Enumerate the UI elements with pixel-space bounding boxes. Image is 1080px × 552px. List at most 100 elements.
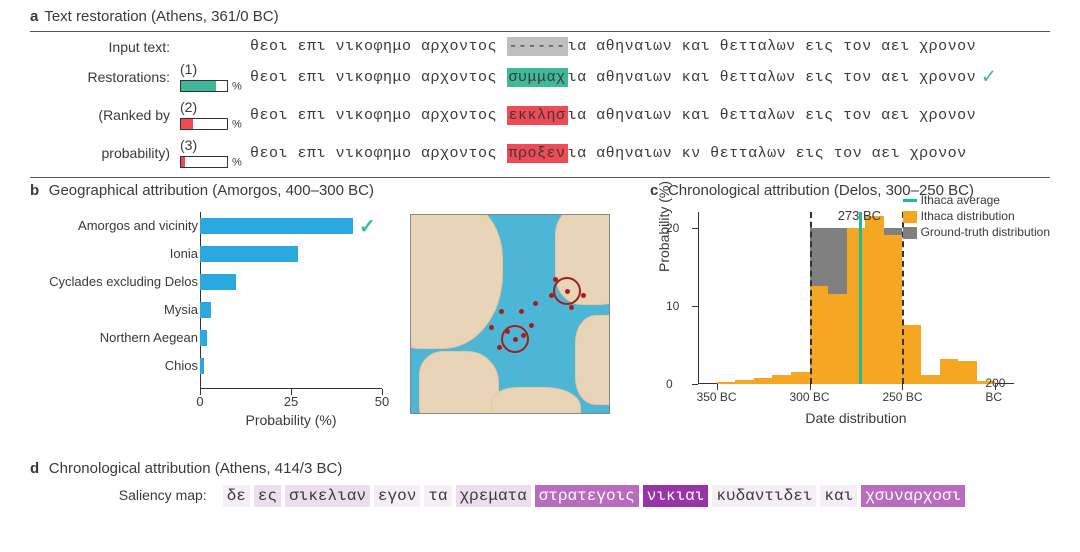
restoration-rank: (2) % [180,99,250,131]
ithaca-bar [921,375,940,384]
panel-a: a Text restoration (Athens, 361/0 BC) In… [30,8,1050,178]
check-icon: ✓ [359,214,376,239]
ytick-label: 0 [666,377,673,391]
panel-a-label: a [30,8,38,25]
saliency-token: τα [424,485,451,507]
map-land [491,387,581,414]
ithaca-bar [754,378,773,384]
ithaca-bar [791,372,810,385]
panel-b-title: Geographical attribution (Amorgos, 400–3… [49,182,374,199]
restoration-row-label: (Ranked by [30,107,180,123]
ithaca-bar [810,286,829,384]
panel-a-title: Text restoration (Athens, 361/0 BC) [44,8,278,25]
restoration-greek: θεοι επι νικοφημο αρχοντος συμμαχια αθην… [250,64,1040,90]
xtick-label: 350 BC [697,390,737,404]
panel-d-saliency: Saliency map:δεεςσικελιανεγονταχρεματαστ… [30,485,1050,507]
restoration-row-label: Restorations: [30,69,180,85]
legend-ithaca: Ithaca distribution [903,208,1050,224]
map-dot [497,345,502,350]
geo-bar [200,274,236,290]
xtick-label: 300 BC [790,390,830,404]
saliency-token: σικελιαν [285,485,370,507]
panel-b-chart: Probability (%) Amorgos and vicinity✓Ion… [30,212,398,412]
ithaca-bar [772,375,791,384]
avg-annotation: 273 BC [838,208,881,223]
panel-b-xaxis-label: Probability (%) [200,412,382,428]
map-dot [489,325,494,330]
saliency-label: Saliency map: [115,485,211,505]
map-ring [553,277,581,305]
panel-a-header: a Text restoration (Athens, 361/0 BC) [30,8,1050,25]
legend-ithaca-swatch [903,211,917,223]
ithaca-bar [735,380,754,384]
geo-category-label: Cyclades excluding Delos [49,274,198,289]
restoration-rank: (3) % [180,137,250,169]
saliency-token: εγον [374,485,420,507]
dash-line [810,212,812,384]
geo-category-label: Chios [165,358,198,373]
panel-b-label: b [30,182,39,199]
legend-avg-swatch [903,199,917,202]
panel-b-xaxis [200,388,382,389]
restoration-greek: θεοι επι νικοφημο αρχοντος εκκλησια αθην… [250,107,1040,124]
ithaca-bar [865,216,884,384]
panel-c: c Chronological attribution (Delos, 300–… [650,182,1050,199]
geo-bar [200,218,353,234]
ithaca-bar [847,228,866,384]
panel-d: d Chronological attribution (Athens, 414… [30,460,1050,507]
geo-category-label: Northern Aegean [100,330,198,345]
avg-line [859,212,862,384]
ithaca-bar [828,294,847,384]
ithaca-bar [958,361,977,384]
map-dot [499,309,504,314]
legend-gt: Ground-truth distribution [903,224,1050,240]
geo-bar [200,330,207,346]
input-label: Input text: [30,39,180,55]
input-greek: θεοι επι νικοφημο αρχοντος ------ια αθην… [250,38,1040,55]
panel-d-title: Chronological attribution (Athens, 414/3… [49,460,343,477]
map-land [575,315,610,405]
xtick-label: 250 BC [882,390,922,404]
saliency-token: χσυναρχοσι [861,485,965,507]
saliency-token: κυδαντιδει [712,485,816,507]
panel-d-label: d [30,460,39,477]
panel-c-xlabel: Date distribution [698,410,1014,426]
xtick-label: 50 [375,394,389,409]
panel-c-plot: 273 BC01020350 BC300 BC250 BC200 BC [698,212,1014,402]
map-land [419,351,499,414]
saliency-token: στρατεγοις [535,485,639,507]
ytick-label: 20 [666,221,679,235]
saliency-token: ες [254,485,281,507]
geo-bar [200,246,298,262]
ithaca-bar [902,325,921,384]
divider [30,177,1050,178]
panel-c-legend: Ithaca average Ithaca distribution Groun… [903,192,1050,240]
map-dot [569,305,574,310]
xtick-label: 0 [196,394,203,409]
saliency-token: και [820,485,857,507]
saliency-token: χρεματα [456,485,531,507]
geo-bar [200,302,211,318]
restoration-rank: (1) % [180,61,250,93]
map-dot [581,293,586,298]
map-dot [519,309,524,314]
restoration-row-label: probability) [30,145,180,161]
map-dot [529,323,534,328]
ithaca-bar [940,359,959,384]
panel-b-map [410,214,610,414]
map-dot [533,301,538,306]
panel-a-table: Input text: θεοι επι νικοφημο αρχοντος --… [30,31,1050,169]
geo-category-label: Amorgos and vicinity [78,218,198,233]
ithaca-bar [884,235,903,384]
xtick-label: 200 BC [985,376,1005,404]
geo-category-label: Ionia [170,246,198,261]
geo-bar [200,358,204,374]
map-ring [501,325,529,353]
panel-d-header: d Chronological attribution (Athens, 414… [30,460,1050,477]
panel-b: b Geographical attribution (Amorgos, 400… [30,182,590,199]
xtick-label: 25 [284,394,298,409]
legend-gt-swatch [903,227,917,239]
ytick-label: 10 [666,299,679,313]
restoration-greek: θεοι επι νικοφημο αρχοντος προξενια αθην… [250,145,1040,162]
saliency-token: νικιαι [643,485,709,507]
